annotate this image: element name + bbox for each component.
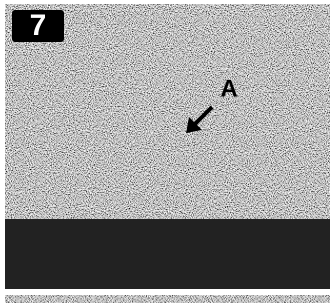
noise-strip	[5, 295, 330, 303]
panel-number: 7	[30, 9, 47, 42]
dark-band	[5, 219, 330, 289]
figure-panel: 7 A	[0, 0, 332, 303]
marker-label: A	[220, 75, 237, 102]
page: 7 A (() => { const data = JSON.parse(doc…	[0, 0, 332, 303]
